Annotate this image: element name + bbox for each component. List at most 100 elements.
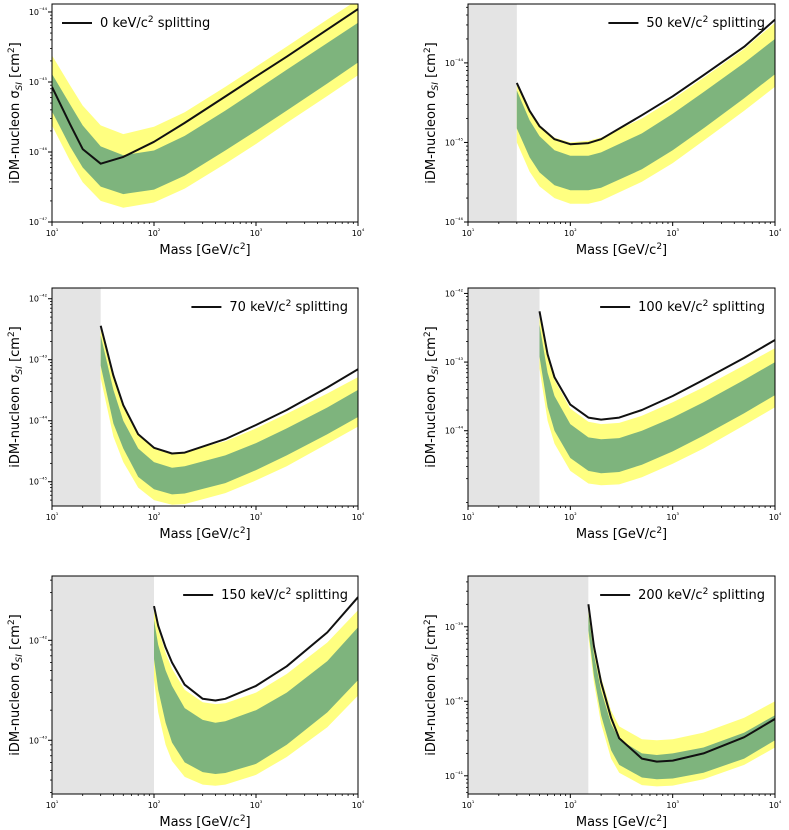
y-tick-label: 10⁻⁴⁶	[445, 217, 464, 227]
chart-panel-3: 10¹ 10² 10³ 10⁴10⁻⁴⁵10⁻⁴⁴10⁻⁴³10⁻⁴²Mass [Ge…	[7, 288, 365, 542]
y-tick-exponent: ⁻⁴⁶	[455, 217, 464, 224]
x-tick-label: 10⁴	[352, 512, 365, 522]
y-axis-label-tail: ]	[8, 614, 23, 619]
y-tick-label: 10⁻⁴⁴	[445, 426, 464, 436]
x-tick-exponent: ³	[260, 512, 263, 519]
x-tick-label: 10¹	[462, 800, 475, 810]
y-axis-label-unit: [cm	[8, 53, 23, 82]
x-tick-label: 10²	[564, 800, 577, 810]
x-tick-exponent: ³	[260, 800, 263, 807]
x-tick-label: 10¹	[462, 228, 475, 238]
y-tick-exponent: ⁻⁴⁷	[39, 217, 48, 224]
x-tick-label: 10¹	[462, 512, 475, 522]
x-tick-label: 10²	[148, 512, 161, 522]
x-tick-exponent: ⁴	[779, 800, 782, 807]
x-tick-label: 10¹	[46, 800, 59, 810]
chart-panel-4: 10¹ 10² 10³ 10⁴10⁻⁴⁴10⁻⁴³10⁻⁴²Mass [GeV/c2]…	[423, 288, 782, 542]
y-tick-label: 10⁻⁴⁵	[29, 77, 48, 87]
excluded-region	[52, 288, 101, 506]
y-tick-exponent: ⁻⁴³	[39, 735, 48, 742]
x-tick-label: 10³	[666, 228, 679, 238]
y-tick-exponent: ⁻⁴⁵	[39, 77, 48, 84]
y-tick-label: 10⁻⁴¹	[445, 771, 464, 781]
legend: 200 keV/c2 splitting	[600, 587, 765, 603]
y-tick-exponent: ⁻⁴⁴	[39, 7, 48, 14]
y-tick-label: 10⁻⁴²	[29, 294, 48, 304]
x-tick-label: 10³	[666, 800, 679, 810]
y-axis-label-unit: [cm	[8, 625, 23, 654]
y-tick-label: 10⁻⁴⁵	[29, 477, 48, 487]
x-axis-label: Mass [GeV/c2]	[159, 242, 250, 258]
x-tick-label: 10²	[564, 228, 577, 238]
y-axis-label-tail: ]	[8, 42, 23, 47]
x-tick-exponent: ³	[677, 512, 680, 519]
y-tick-exponent: ⁻⁴¹	[455, 771, 464, 778]
legend-label-tail: splitting	[708, 588, 765, 603]
y-tick-label: 10⁻⁴²	[445, 288, 464, 298]
chart-panel-1: 10¹ 10² 10³ 10⁴10⁻⁴⁷10⁻⁴⁶10⁻⁴⁵10⁻⁴⁴Mass [Ge…	[7, 0, 365, 258]
x-tick-label: 10³	[250, 800, 263, 810]
x-tick-exponent: ¹	[56, 800, 59, 807]
legend-label-tail: splitting	[708, 300, 765, 315]
x-tick-exponent: ¹	[56, 228, 59, 235]
y-tick-exponent: ⁻⁴³	[39, 355, 48, 362]
y-tick-label: 10⁻⁴⁵	[445, 137, 464, 147]
excluded-region	[52, 576, 154, 794]
x-axis-label: Mass [GeV/c2]	[159, 526, 250, 542]
y-tick-label: 10⁻⁴²	[29, 635, 48, 645]
y-tick-label: 10⁻⁴⁴	[445, 58, 464, 68]
x-tick-label: 10¹	[46, 228, 59, 238]
x-tick-label: 10³	[250, 228, 263, 238]
x-tick-exponent: ²	[158, 800, 161, 807]
excluded-region	[468, 4, 517, 222]
y-axis-label-tail: ]	[424, 42, 439, 47]
plot-area	[52, 288, 358, 506]
legend: 70 keV/c2 splitting	[191, 299, 348, 315]
y-axis-label: iDM-nucleon σSI [cm2]	[423, 614, 441, 756]
x-tick-label: 10²	[148, 228, 161, 238]
x-axis-label: Mass [GeV/c2]	[576, 526, 667, 542]
x-tick-label: 10²	[148, 800, 161, 810]
y-axis-label-unit: [cm	[8, 337, 23, 366]
y-tick-label: 10⁻⁴³	[29, 355, 48, 365]
excluded-region	[468, 288, 540, 506]
y-axis-label: iDM-nucleon σSI [cm2]	[7, 42, 25, 184]
x-tick-exponent: ⁴	[362, 800, 365, 807]
x-tick-exponent: ⁴	[362, 512, 365, 519]
x-tick-exponent: ³	[677, 228, 680, 235]
x-tick-label: 10⁴	[352, 228, 365, 238]
y-axis-label-unit: [cm	[424, 337, 439, 366]
legend-label: 100 keV/c2 splitting	[638, 299, 765, 315]
legend-label: 200 keV/c2 splitting	[638, 587, 765, 603]
y-tick-exponent: ⁻⁴⁴	[455, 58, 464, 65]
y-axis-label: iDM-nucleon σSI [cm2]	[7, 614, 25, 756]
x-tick-exponent: ²	[574, 800, 577, 807]
legend-label-tail: splitting	[708, 16, 765, 31]
legend-label: 70 keV/c2 splitting	[229, 299, 348, 315]
x-tick-exponent: ³	[260, 228, 263, 235]
x-tick-exponent: ²	[574, 512, 577, 519]
legend-label: 150 keV/c2 splitting	[221, 587, 348, 603]
y-tick-exponent: ⁻⁴⁵	[455, 137, 464, 144]
y-axis-label-unit: [cm	[424, 53, 439, 82]
y-tick-exponent: ⁻⁴⁰	[455, 696, 464, 703]
y-tick-label: 10⁻³⁹	[445, 622, 464, 632]
band-1sigma	[588, 614, 775, 780]
x-tick-exponent: ⁴	[779, 512, 782, 519]
x-axis-label-tail: ]	[662, 815, 667, 830]
y-tick-label: 10⁻⁴⁷	[29, 217, 48, 227]
x-tick-exponent: ⁴	[779, 228, 782, 235]
legend-label-tail: splitting	[291, 300, 348, 315]
x-tick-exponent: ¹	[472, 512, 475, 519]
x-axis-label: Mass [GeV/c2]	[159, 814, 250, 830]
x-tick-label: 10⁴	[352, 800, 365, 810]
x-tick-exponent: ⁴	[362, 228, 365, 235]
y-tick-exponent: ⁻⁴⁶	[39, 147, 48, 154]
y-tick-exponent: ⁻⁴²	[39, 635, 48, 642]
x-tick-exponent: ¹	[472, 228, 475, 235]
x-tick-exponent: ²	[574, 228, 577, 235]
x-axis-label-tail: ]	[246, 815, 251, 830]
x-tick-label: 10³	[666, 512, 679, 522]
x-axis-label-tail: ]	[246, 243, 251, 258]
legend: 150 keV/c2 splitting	[183, 587, 348, 603]
